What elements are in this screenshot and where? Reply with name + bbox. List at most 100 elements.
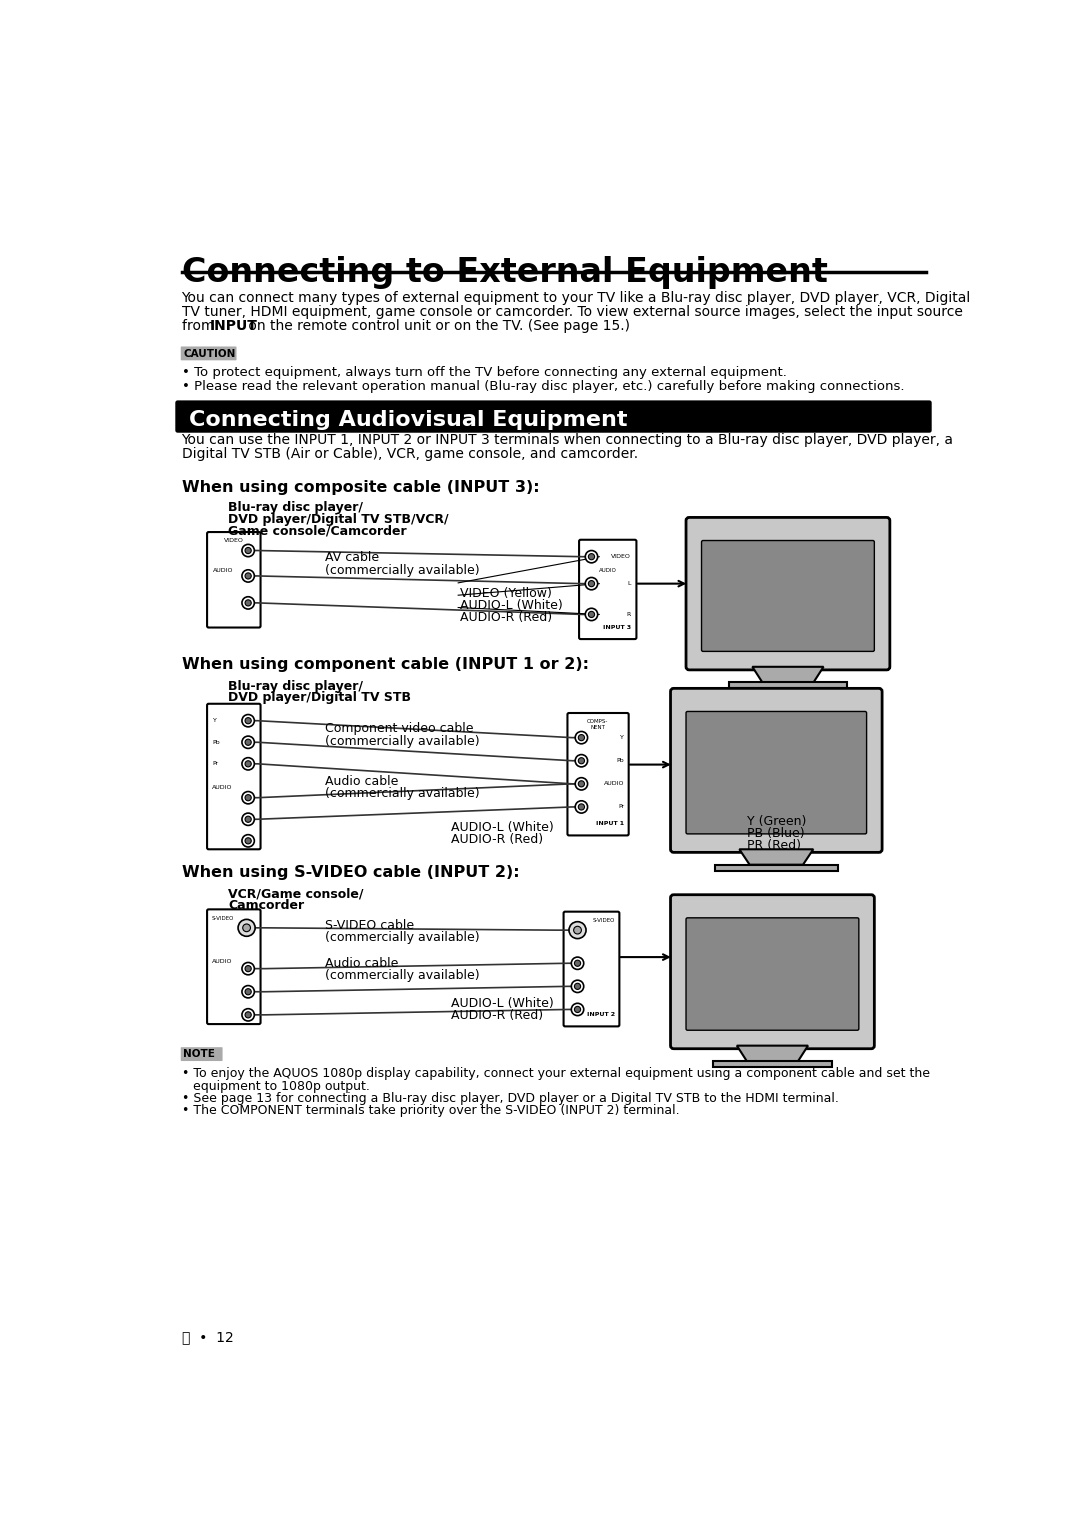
Text: NOTE: NOTE: [183, 1049, 215, 1060]
FancyBboxPatch shape: [175, 400, 932, 432]
FancyBboxPatch shape: [686, 518, 890, 670]
Circle shape: [242, 985, 255, 999]
FancyBboxPatch shape: [686, 712, 866, 834]
Text: (commercially available): (commercially available): [325, 786, 480, 800]
Circle shape: [242, 736, 255, 748]
Text: Audio cable: Audio cable: [325, 774, 399, 788]
Text: Y: Y: [620, 734, 624, 741]
FancyBboxPatch shape: [180, 1048, 222, 1061]
Circle shape: [576, 800, 588, 812]
Text: AV cable: AV cable: [325, 551, 379, 565]
Text: INPUT 1: INPUT 1: [596, 822, 624, 826]
Circle shape: [245, 739, 252, 745]
Circle shape: [571, 957, 583, 970]
FancyBboxPatch shape: [564, 912, 619, 1026]
Text: Pb: Pb: [213, 739, 220, 745]
Circle shape: [585, 551, 597, 563]
Text: S-VIDEO cable: S-VIDEO cable: [325, 919, 414, 931]
Circle shape: [245, 988, 252, 994]
FancyBboxPatch shape: [180, 347, 237, 360]
Text: equipment to 1080p output.: equipment to 1080p output.: [193, 1080, 370, 1092]
Circle shape: [585, 577, 597, 589]
Text: Pb: Pb: [617, 759, 624, 764]
Polygon shape: [729, 683, 847, 689]
Text: Component video cable: Component video cable: [325, 722, 473, 734]
Circle shape: [573, 927, 581, 935]
Text: Pr: Pr: [618, 805, 624, 809]
Text: COMPS-
NENT: COMPS- NENT: [588, 719, 608, 730]
Text: (commercially available): (commercially available): [325, 931, 480, 944]
Text: CAUTION: CAUTION: [183, 348, 235, 359]
Text: (commercially available): (commercially available): [325, 970, 480, 982]
FancyBboxPatch shape: [671, 689, 882, 852]
Polygon shape: [713, 1061, 832, 1067]
Polygon shape: [753, 667, 824, 683]
FancyBboxPatch shape: [579, 539, 636, 640]
Circle shape: [589, 554, 595, 560]
Text: L: L: [627, 582, 631, 586]
Circle shape: [245, 965, 252, 971]
Polygon shape: [740, 849, 813, 864]
FancyBboxPatch shape: [207, 704, 260, 849]
Text: Blu-ray disc player/: Blu-ray disc player/: [228, 501, 363, 515]
Circle shape: [245, 1012, 252, 1019]
Text: Game console/Camcorder: Game console/Camcorder: [228, 524, 407, 538]
Circle shape: [245, 838, 252, 844]
Circle shape: [578, 734, 584, 741]
Text: (commercially available): (commercially available): [325, 563, 480, 577]
Text: Y: Y: [213, 718, 216, 724]
Text: VIDEO: VIDEO: [611, 554, 631, 559]
Circle shape: [242, 544, 255, 557]
Text: • See page 13 for connecting a Blu-ray disc player, DVD player or a Digital TV S: • See page 13 for connecting a Blu-ray d…: [181, 1092, 838, 1106]
Text: • Please read the relevant operation manual (Blu-ray disc player, etc.) carefull: • Please read the relevant operation man…: [181, 380, 904, 392]
FancyBboxPatch shape: [671, 895, 875, 1049]
Text: Y (Green): Y (Green): [747, 814, 807, 828]
Circle shape: [245, 718, 252, 724]
Circle shape: [578, 803, 584, 809]
Circle shape: [242, 835, 255, 847]
Circle shape: [242, 715, 255, 727]
Text: INPUT: INPUT: [211, 319, 258, 333]
Circle shape: [578, 757, 584, 764]
Circle shape: [575, 960, 581, 967]
Text: • To protect equipment, always turn off the TV before connecting any external eq: • To protect equipment, always turn off …: [181, 366, 786, 379]
Circle shape: [585, 608, 597, 620]
Text: Pr: Pr: [213, 762, 218, 767]
Text: INPUT 2: INPUT 2: [586, 1012, 615, 1017]
Text: PB (Blue): PB (Blue): [747, 828, 805, 840]
Polygon shape: [737, 1046, 808, 1061]
Text: Blu-ray disc player/: Blu-ray disc player/: [228, 680, 363, 693]
Circle shape: [245, 815, 252, 823]
Text: You can connect many types of external equipment to your TV like a Blu-ray disc : You can connect many types of external e…: [181, 292, 971, 305]
Circle shape: [575, 983, 581, 989]
Text: VCR/Game console/: VCR/Game console/: [228, 887, 364, 901]
Text: AUDIO-L (White): AUDIO-L (White): [460, 599, 564, 612]
Circle shape: [242, 1009, 255, 1022]
Text: S-VIDEO: S-VIDEO: [592, 918, 615, 922]
Circle shape: [569, 922, 586, 939]
Text: on the remote control unit or on the TV. (See page 15.): on the remote control unit or on the TV.…: [243, 319, 630, 333]
Text: When using composite cable (INPUT 3):: When using composite cable (INPUT 3):: [181, 479, 539, 495]
Circle shape: [242, 791, 255, 803]
Circle shape: [245, 548, 252, 554]
Text: AUDIO: AUDIO: [212, 959, 232, 964]
Text: VIDEO (Yellow): VIDEO (Yellow): [460, 586, 552, 600]
Circle shape: [589, 611, 595, 617]
Circle shape: [576, 754, 588, 767]
Text: VIDEO: VIDEO: [224, 538, 243, 544]
FancyBboxPatch shape: [207, 910, 260, 1025]
Text: (commercially available): (commercially available): [325, 734, 480, 748]
Text: Camcorder: Camcorder: [228, 899, 305, 912]
Text: DVD player/Digital TV STB/VCR/: DVD player/Digital TV STB/VCR/: [228, 513, 448, 525]
Text: Digital TV STB (Air or Cable), VCR, game console, and camcorder.: Digital TV STB (Air or Cable), VCR, game…: [181, 447, 637, 461]
Circle shape: [245, 573, 252, 579]
Text: AUDIO: AUDIO: [212, 785, 232, 791]
Circle shape: [242, 812, 255, 826]
Text: AUDIO-R (Red): AUDIO-R (Red): [460, 611, 553, 625]
Text: When using component cable (INPUT 1 or 2):: When using component cable (INPUT 1 or 2…: [181, 657, 589, 672]
Text: DVD player/Digital TV STB: DVD player/Digital TV STB: [228, 692, 411, 704]
Text: AUDIO: AUDIO: [213, 568, 233, 573]
Circle shape: [242, 597, 255, 609]
Text: You can use the INPUT 1, INPUT 2 or INPUT 3 terminals when connecting to a Blu-r: You can use the INPUT 1, INPUT 2 or INPU…: [181, 434, 954, 447]
Text: ⓔ  •  12: ⓔ • 12: [181, 1330, 233, 1345]
